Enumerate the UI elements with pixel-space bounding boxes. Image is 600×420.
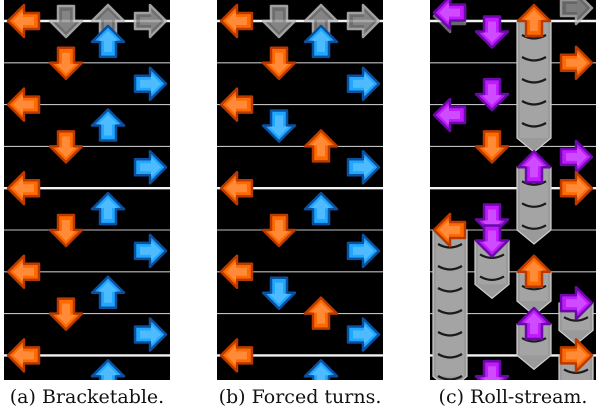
caption-forced-turns: (b) Forced turns. <box>218 386 382 408</box>
orange-up-arrow-icon <box>516 3 552 38</box>
purple-down-arrow-icon <box>474 77 510 112</box>
blue-up-arrow-icon <box>303 359 339 380</box>
orange-left-arrow-icon <box>219 254 254 290</box>
blue-up-arrow-icon <box>90 359 126 380</box>
caption-roll-stream: (c) Roll-stream. <box>438 386 588 408</box>
orange-down-arrow-icon <box>474 130 510 164</box>
receptor-right-icon <box>346 3 381 39</box>
orange-down-arrow-icon <box>48 46 84 81</box>
orange-left-arrow-icon <box>6 87 41 122</box>
orange-left-arrow-icon <box>219 3 254 39</box>
orange-left-arrow-icon <box>219 87 254 122</box>
blue-right-arrow-icon <box>346 66 381 101</box>
blue-right-arrow-icon <box>133 317 168 352</box>
blue-up-arrow-icon <box>90 24 126 59</box>
purple-down-arrow-icon <box>474 360 510 380</box>
roll-body-up <box>516 166 552 245</box>
purple-down-arrow-icon <box>474 224 510 258</box>
blue-up-arrow-icon <box>90 191 126 226</box>
orange-right-arrow-icon <box>559 170 594 206</box>
receptor-right-icon <box>133 3 168 39</box>
orange-left-arrow-icon <box>432 212 467 248</box>
panel-forced-turns <box>217 0 383 380</box>
purple-left-arrow-icon <box>432 97 467 133</box>
orange-down-arrow-icon <box>261 46 297 81</box>
orange-up-arrow-icon <box>303 129 339 163</box>
blue-right-arrow-icon <box>346 317 381 352</box>
step-chart-roll-stream <box>430 0 596 380</box>
orange-left-arrow-icon <box>219 338 254 373</box>
orange-down-arrow-icon <box>48 130 84 164</box>
panel-bracketable <box>4 0 170 380</box>
orange-right-arrow-icon <box>559 338 594 373</box>
blue-right-arrow-icon <box>133 66 168 101</box>
purple-up-arrow-icon <box>516 306 552 341</box>
orange-up-arrow-icon <box>516 254 552 289</box>
panel-roll-stream <box>430 0 596 380</box>
blue-down-arrow-icon <box>261 276 297 310</box>
receptor-down-icon <box>261 4 297 39</box>
roll-body-left <box>432 229 468 380</box>
blue-right-arrow-icon <box>133 233 168 269</box>
orange-up-arrow-icon <box>303 296 339 330</box>
roll-body-down <box>474 239 510 300</box>
blue-down-arrow-icon <box>261 109 297 143</box>
orange-left-arrow-icon <box>6 254 41 290</box>
orange-right-arrow-icon <box>559 45 594 81</box>
orange-left-arrow-icon <box>219 170 254 206</box>
orange-left-arrow-icon <box>6 338 41 373</box>
orange-left-arrow-icon <box>6 170 41 206</box>
receptor-down-icon <box>48 4 84 39</box>
orange-down-arrow-icon <box>48 297 84 331</box>
orange-left-arrow-icon <box>6 3 41 39</box>
purple-left-arrow-icon <box>432 0 467 30</box>
step-chart-forced-turns <box>217 0 383 380</box>
purple-up-arrow-icon <box>516 150 552 184</box>
blue-up-arrow-icon <box>303 191 339 226</box>
roll-body-up <box>516 20 552 153</box>
blue-up-arrow-icon <box>303 24 339 59</box>
blue-right-arrow-icon <box>346 150 381 185</box>
blue-up-arrow-icon <box>90 108 126 142</box>
purple-down-arrow-icon <box>474 15 510 49</box>
caption-bracketable: (a) Bracketable. <box>9 386 165 408</box>
orange-down-arrow-icon <box>261 213 297 248</box>
blue-up-arrow-icon <box>90 275 126 309</box>
blue-right-arrow-icon <box>346 233 381 269</box>
step-chart-bracketable <box>4 0 170 380</box>
blue-right-arrow-icon <box>133 150 168 185</box>
purple-right-arrow-icon <box>559 285 594 321</box>
orange-down-arrow-icon <box>48 213 84 248</box>
receptor-right-icon <box>559 0 594 26</box>
